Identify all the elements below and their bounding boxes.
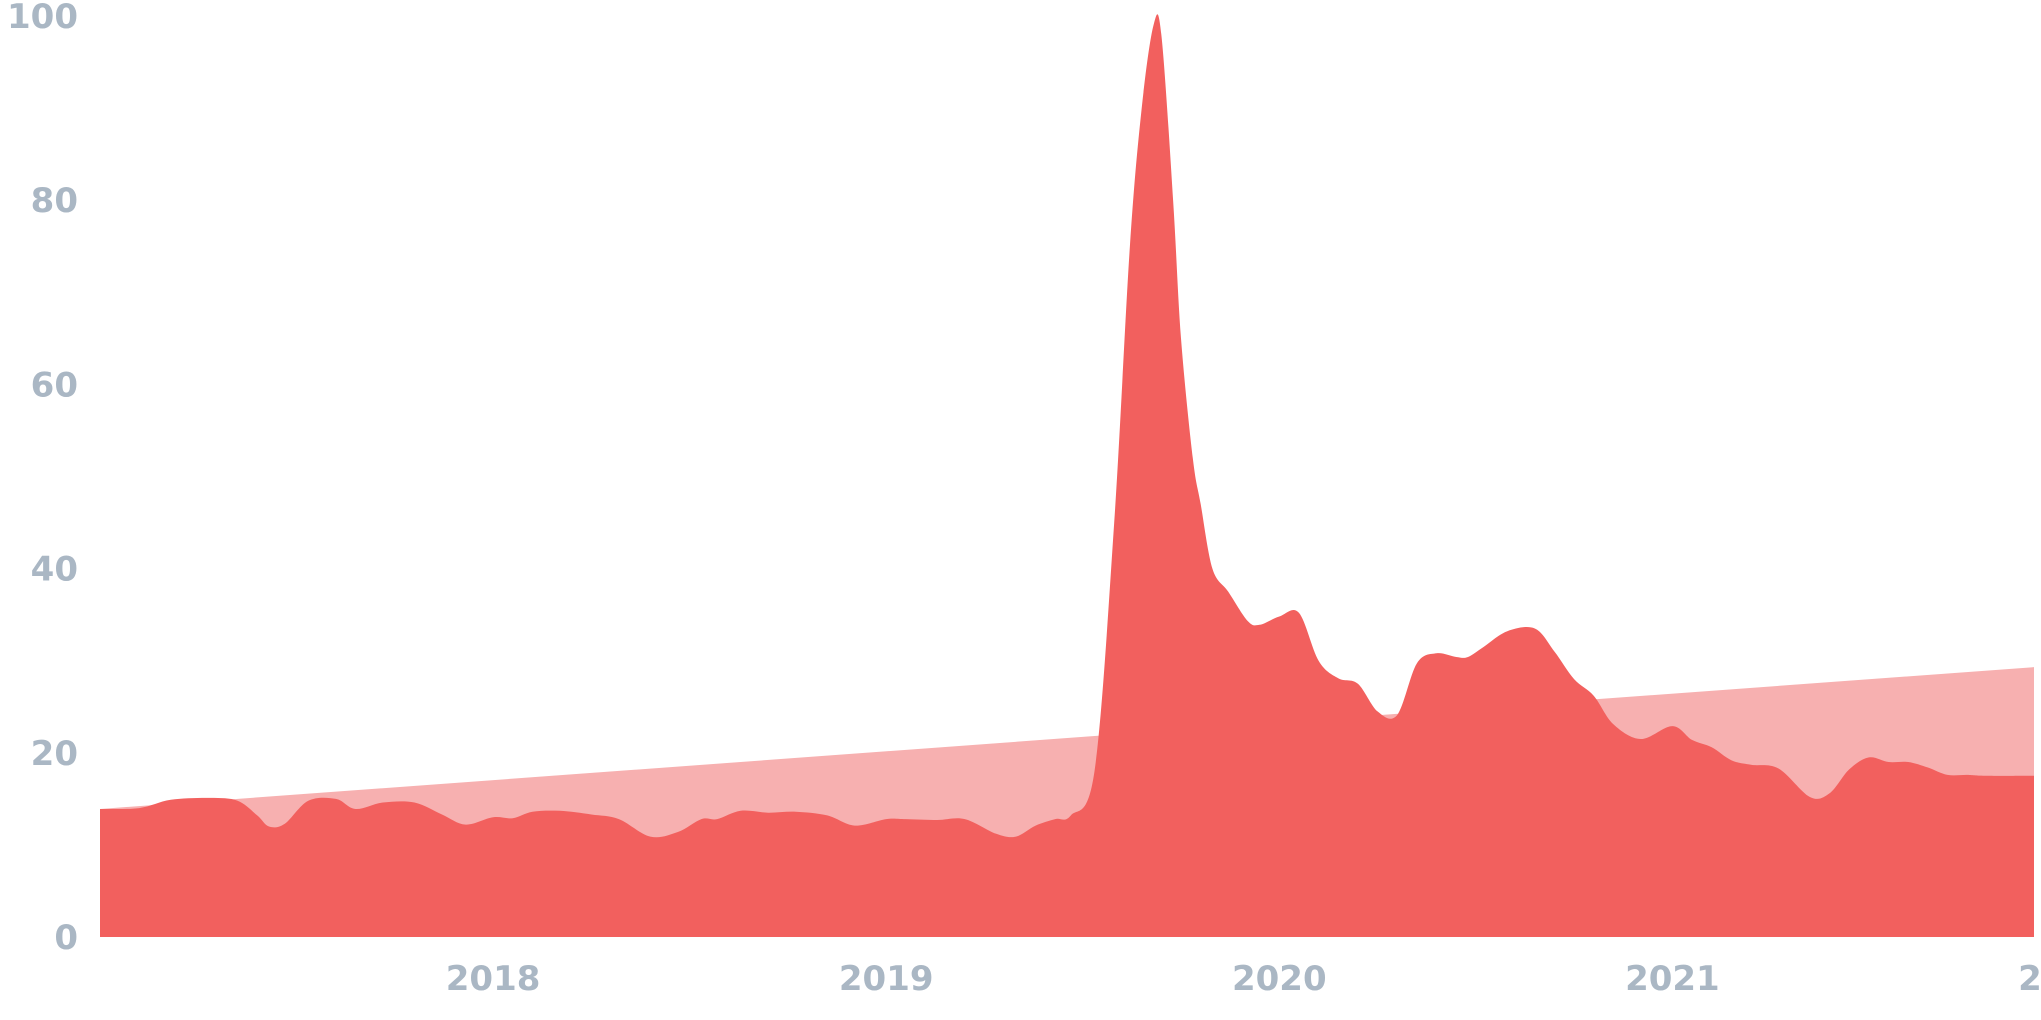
y-tick-label: 60 [31, 365, 78, 405]
x-tick-label: 2019 [839, 959, 934, 999]
y-tick-label: 80 [31, 181, 78, 221]
main-area [100, 14, 2034, 938]
series-layer [100, 14, 2034, 938]
y-axis: 0 20 40 60 80 100 [7, 0, 78, 958]
y-tick-label: 20 [31, 734, 78, 774]
x-tick-label: 2020 [1232, 959, 1327, 999]
y-tick-label: 0 [54, 918, 78, 958]
x-tick-label: 2018 [446, 959, 541, 999]
x-tick-label: 2022 [2018, 959, 2041, 999]
x-tick-label: 2021 [1625, 959, 1720, 999]
y-tick-label: 40 [31, 550, 78, 590]
y-tick-label: 100 [7, 0, 78, 37]
x-axis: 2018 2019 2020 2021 2022 [446, 959, 2041, 999]
